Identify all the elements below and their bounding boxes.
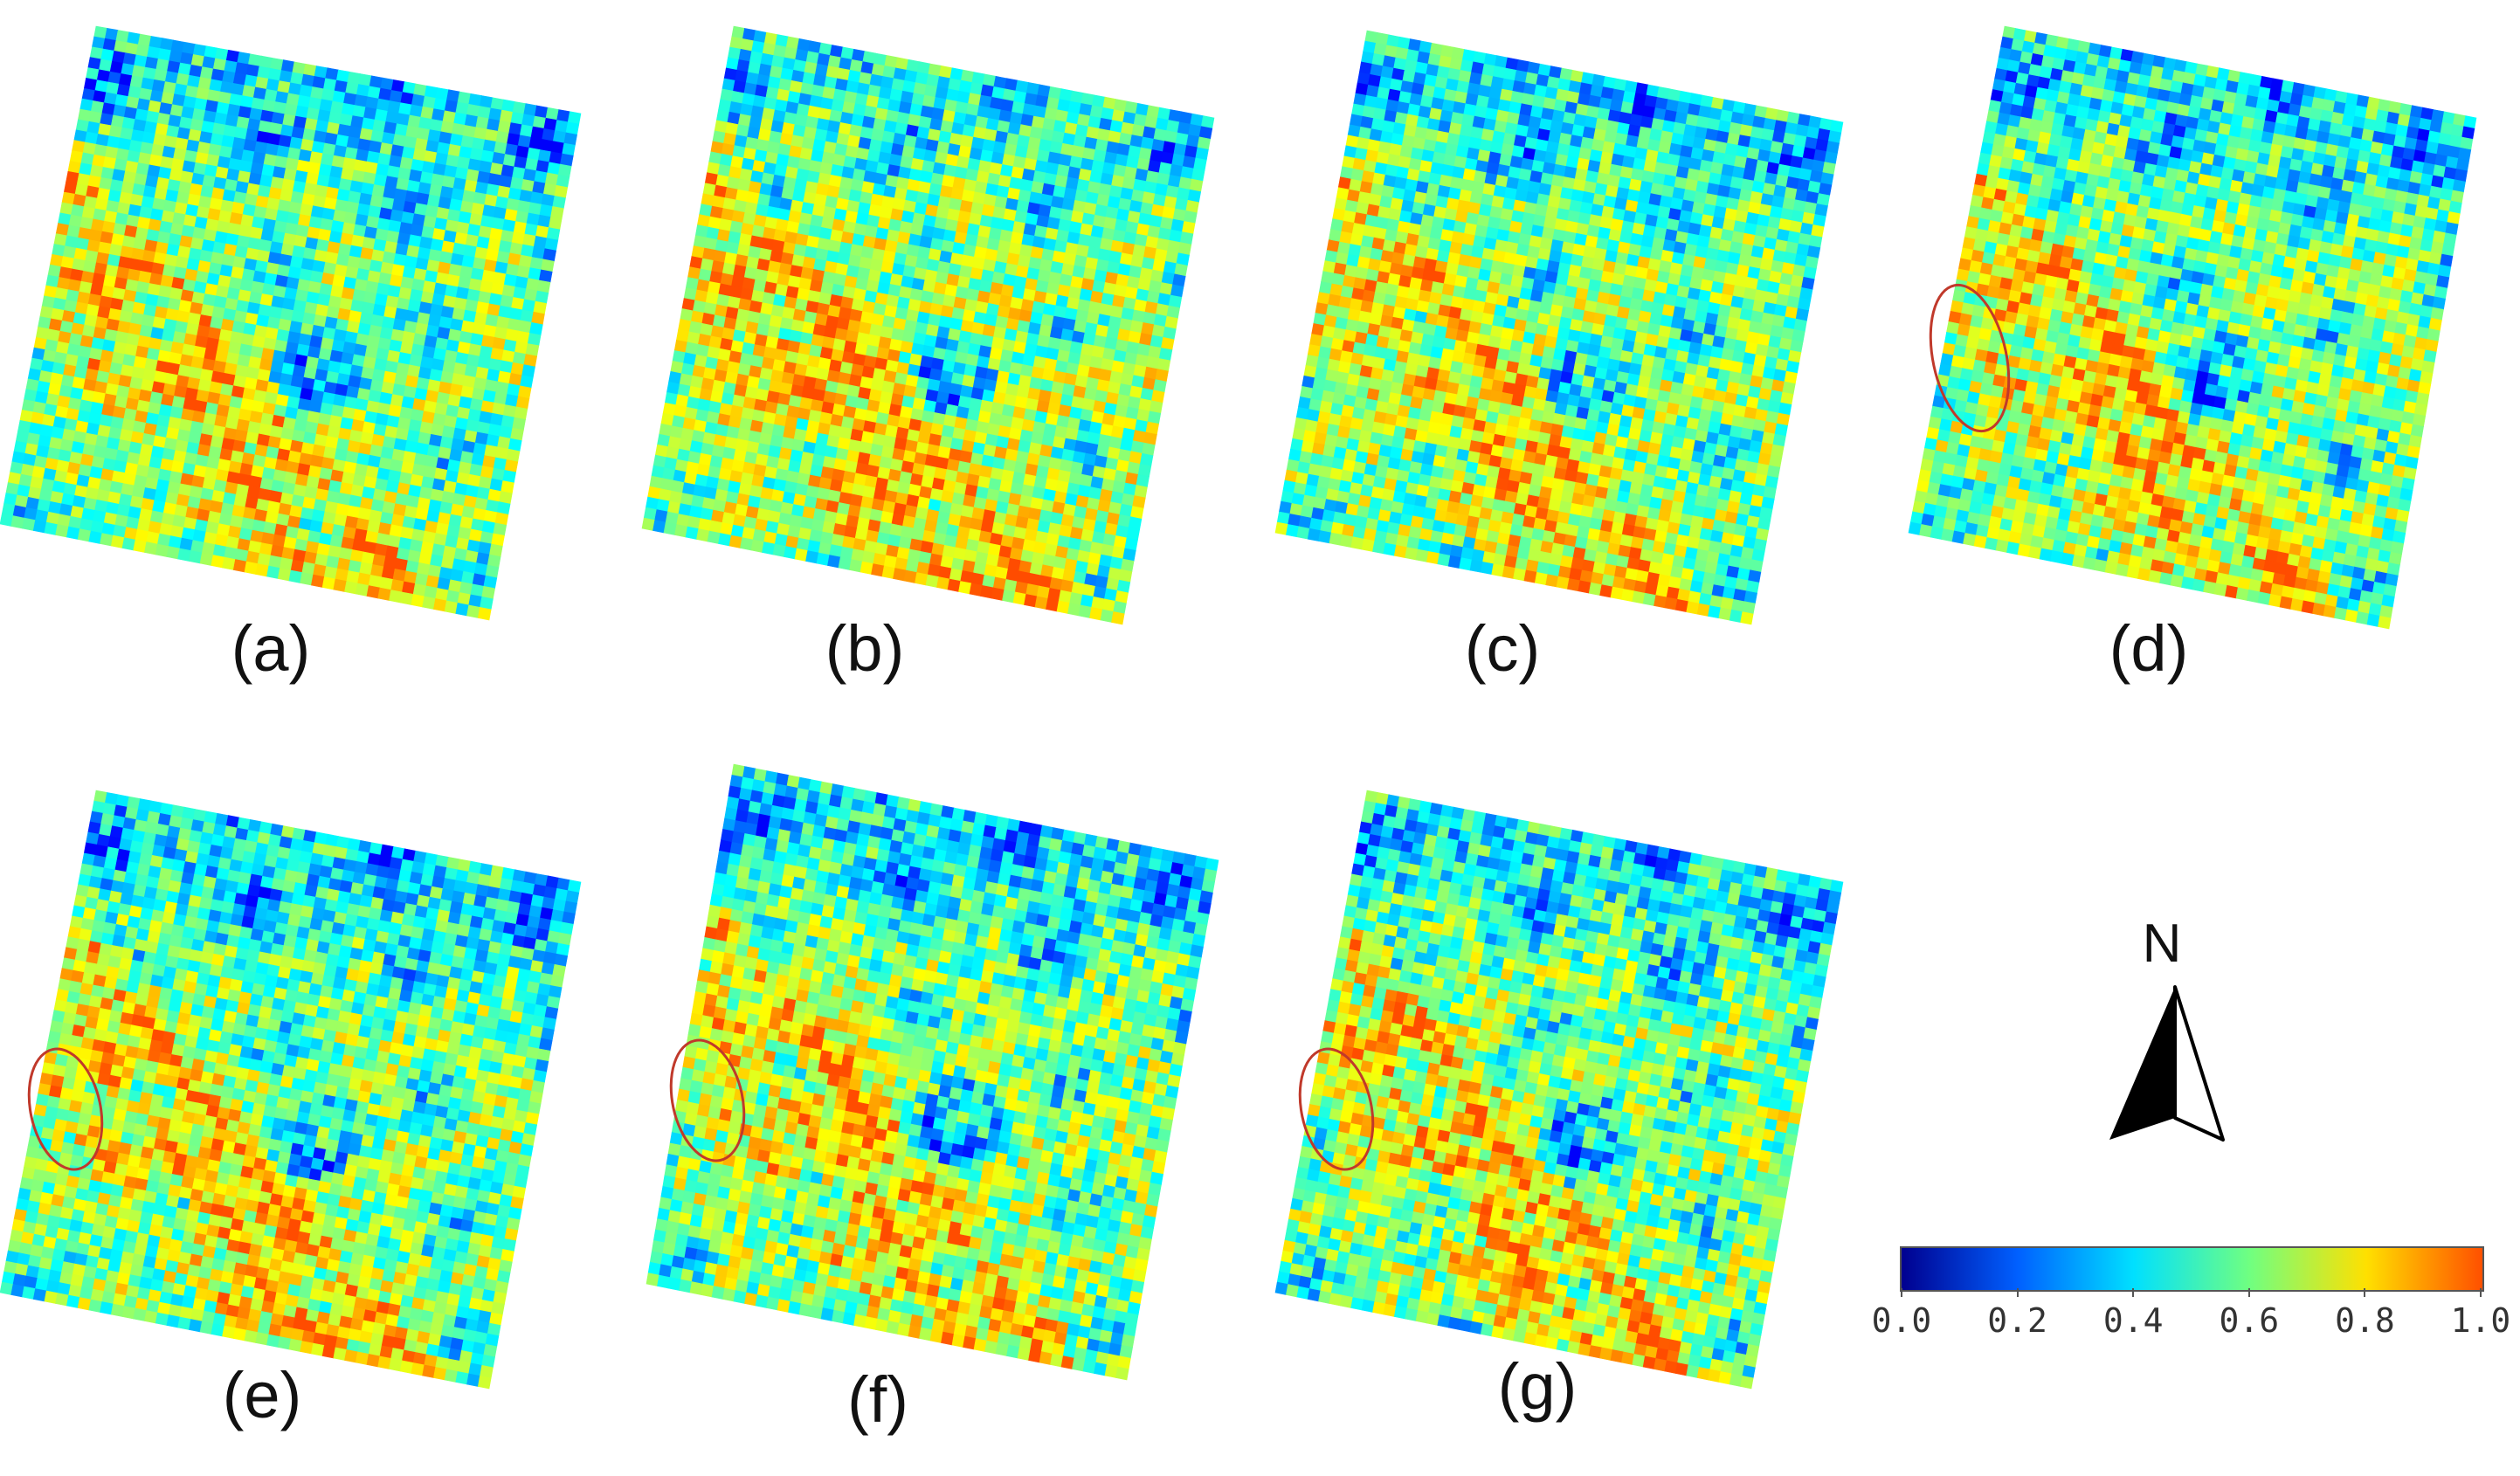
colorbar-tick xyxy=(2364,1288,2366,1297)
panel-label-b: (b) xyxy=(825,612,905,685)
map-panel-e: (e) xyxy=(0,0,582,1431)
map-panel-g: (g) xyxy=(0,0,1844,1423)
panel-label-e: (e) xyxy=(222,1359,302,1431)
colorbar-tick-label: 1.0 xyxy=(2450,1301,2511,1340)
colorbar-tick xyxy=(2480,1288,2482,1297)
colorbar-tick-label: 0.0 xyxy=(1871,1301,1932,1340)
colorbar xyxy=(1900,1246,2484,1292)
panel-label-d: (d) xyxy=(2109,612,2189,685)
colorbar-tick xyxy=(2132,1288,2135,1297)
north-arrow-icon xyxy=(2109,985,2225,1141)
colorbar-tick-label: 0.4 xyxy=(2102,1301,2164,1340)
colorbar-tick-label: 0.8 xyxy=(2335,1301,2395,1340)
colorbar-tick xyxy=(2247,1288,2250,1297)
map-panel-a: (a) xyxy=(0,0,611,699)
colorbar-tick xyxy=(1901,1288,1902,1297)
north-letter: N xyxy=(2142,914,2182,974)
map-panel-b: (b) xyxy=(0,0,1215,685)
highlight-ellipse-f xyxy=(669,1038,746,1162)
panel-label-g: (g) xyxy=(1497,1350,1578,1423)
panel-label-a: (a) xyxy=(231,612,311,685)
panel-label-c: (c) xyxy=(1464,612,1541,685)
north-arrow: N xyxy=(2075,913,2249,1148)
map-panel-c: (c) xyxy=(0,0,1844,685)
map-panel-d: (d) xyxy=(0,0,2477,685)
colorbar-tick-label: 0.2 xyxy=(1987,1301,2047,1340)
highlight-ellipse-g xyxy=(1298,1047,1375,1171)
colorbar-tick xyxy=(2016,1288,2019,1297)
panel-label-f: (f) xyxy=(847,1363,908,1436)
highlight-ellipse-e xyxy=(27,1047,104,1171)
map-panel-f: (f) xyxy=(0,0,1219,1436)
highlight-ellipse-d xyxy=(1929,283,2011,433)
colorbar-tick-label: 0.6 xyxy=(2219,1301,2280,1340)
